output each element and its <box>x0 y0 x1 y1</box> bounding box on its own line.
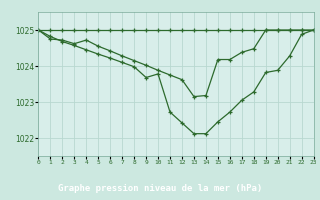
Text: Graphe pression niveau de la mer (hPa): Graphe pression niveau de la mer (hPa) <box>58 184 262 193</box>
